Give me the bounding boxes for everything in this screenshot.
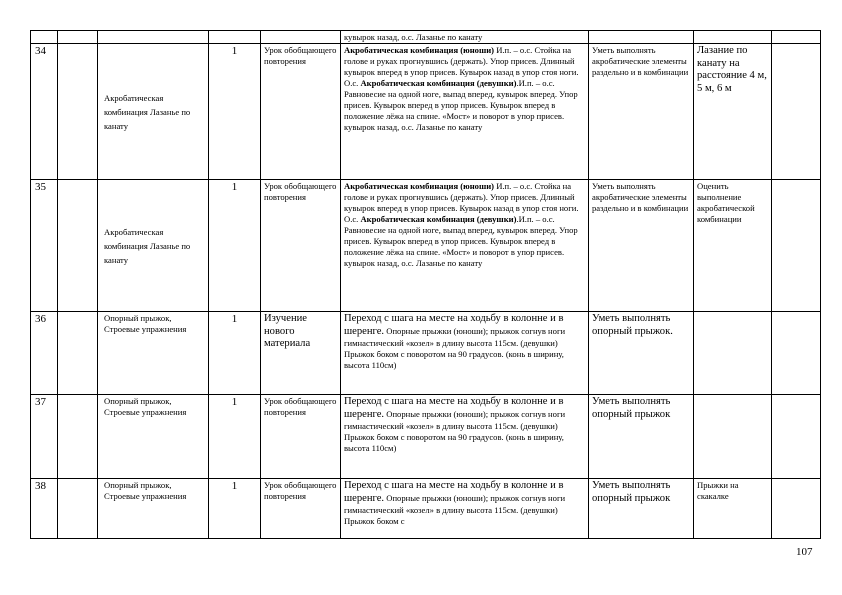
topic-cell: Опорный прыжок, Строевые упражнения <box>97 478 209 539</box>
control-cell: Оценить выполнение акробатической комбин… <box>693 179 772 312</box>
table-row: 36 Опорный прыжок, Строевые упражнения 1… <box>30 311 821 395</box>
control-cell <box>693 394 772 479</box>
content-cell: Акробатическая комбинация (юноши) И.п. –… <box>340 179 589 312</box>
lesson-type-cell: Урок обобщающего повторения <box>260 43 341 180</box>
notes-cell <box>771 43 821 180</box>
topic-cell: Опорный прыжок, Строевые упражнения <box>97 394 209 479</box>
content-cell: Переход с шага на месте на ходьбу в коло… <box>340 478 589 539</box>
row-number: 36 <box>30 311 58 395</box>
lesson-type-cell: Урок обобщающего повторения <box>260 394 341 479</box>
control-cell: Лазание по канату на расстояние 4 м, 5 м… <box>693 43 772 180</box>
skills-cell: Уметь выполнять опорный прыжок. <box>588 311 694 395</box>
page-number: 107 <box>796 546 813 558</box>
table-row: 35 Акробатическая комбинация Лазанье по … <box>30 179 821 312</box>
table-row-continuation: кувырок назад, о.с. Лазанье по канату <box>30 30 821 44</box>
content-cell: Переход с шага на месте на ходьбу в коло… <box>340 394 589 479</box>
skills-cell: Уметь выполнять опорный прыжок <box>588 394 694 479</box>
hours-cell: 1 <box>208 311 261 395</box>
hours-cell: 1 <box>208 43 261 180</box>
content-cell: Переход с шага на месте на ходьбу в коло… <box>340 311 589 395</box>
continuation-text: кувырок назад, о.с. Лазанье по канату <box>340 30 589 44</box>
hours-cell: 1 <box>208 394 261 479</box>
notes-cell <box>771 311 821 395</box>
control-cell <box>693 311 772 395</box>
notes-cell <box>771 394 821 479</box>
hours-cell: 1 <box>208 478 261 539</box>
row-number: 35 <box>30 179 58 312</box>
row-number: 38 <box>30 478 58 539</box>
table-row: 37 Опорный прыжок, Строевые упражнения 1… <box>30 394 821 479</box>
hours-cell: 1 <box>208 179 261 312</box>
skills-cell: Уметь выполнять акробатические элементы … <box>588 179 694 312</box>
lesson-plan-table: кувырок назад, о.с. Лазанье по канату 34… <box>30 30 821 539</box>
notes-cell <box>771 478 821 539</box>
lesson-type-cell: Урок обобщающего повторения <box>260 478 341 539</box>
row-number: 34 <box>30 43 58 180</box>
content-cell: Акробатическая комбинация (юноши) И.п. –… <box>340 43 589 180</box>
notes-cell <box>771 179 821 312</box>
topic-cell: Опорный прыжок, Строевые упражнения <box>97 311 209 395</box>
table-row: 34 Акробатическая комбинация Лазанье по … <box>30 43 821 180</box>
table-row: 38 Опорный прыжок, Строевые упражнения 1… <box>30 478 821 539</box>
topic-cell: Акробатическая комбинация Лазанье по кан… <box>97 43 209 180</box>
skills-cell: Уметь выполнять акробатические элементы … <box>588 43 694 180</box>
row-number: 37 <box>30 394 58 479</box>
skills-cell: Уметь выполнять опорный прыжок <box>588 478 694 539</box>
control-cell: Прыжки на скакалке <box>693 478 772 539</box>
lesson-type-cell: Изучение нового материала <box>260 311 341 395</box>
topic-cell: Акробатическая комбинация Лазанье по кан… <box>97 179 209 312</box>
lesson-type-cell: Урок обобщающего повторения <box>260 179 341 312</box>
